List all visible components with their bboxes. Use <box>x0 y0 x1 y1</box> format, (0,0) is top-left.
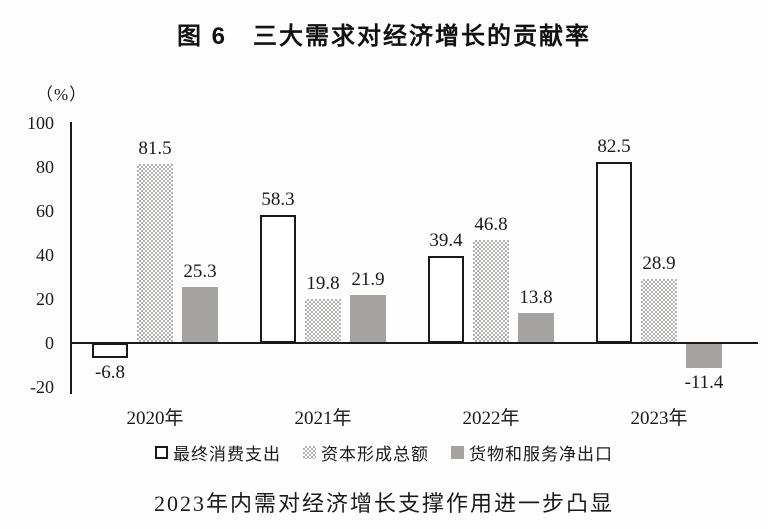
bar-value-label: 82.5 <box>597 135 631 157</box>
y-tick-label: -20 <box>30 377 54 397</box>
bar-value-label: -6.8 <box>94 361 126 383</box>
bar-value-label: 39.4 <box>429 230 463 252</box>
bar-solid-2021年 <box>350 294 386 343</box>
chart-title: 图 6 三大需求对经济增长的贡献率 <box>176 23 591 50</box>
legend-item: 货物和服务净出口 <box>451 440 613 465</box>
x-axis-label: 2023年 <box>630 408 688 429</box>
bar-value-label: 81.5 <box>138 137 172 159</box>
legend-label: 货物和服务净出口 <box>469 445 613 464</box>
bar-checker-2023年 <box>641 279 677 343</box>
bar-value-label: 58.3 <box>261 188 295 210</box>
chart-legend: 最终消费支出 资本形成总额 货物和服务净出口 <box>0 440 768 465</box>
bar-value-label: 28.9 <box>642 253 676 275</box>
y-tick-label: 20 <box>36 289 54 309</box>
bar-solid-2020年 <box>182 287 218 343</box>
legend-label: 最终消费支出 <box>173 445 281 464</box>
bar-value-label: 25.3 <box>183 261 217 283</box>
bar-outline-2022年 <box>428 256 464 343</box>
x-axis-label: 2020年 <box>126 408 184 429</box>
bar-checker-2021年 <box>305 299 341 343</box>
x-axis-label: 2021年 <box>294 408 352 429</box>
bar-solid-2023年 <box>686 343 722 369</box>
legend-swatch-outline-icon <box>155 446 168 459</box>
zero-baseline <box>70 342 758 344</box>
bar-outline-2020年 <box>92 343 128 358</box>
y-axis-line <box>70 122 72 394</box>
bar-value-label: -11.4 <box>684 372 724 394</box>
y-axis-unit-label: （%） <box>36 85 88 104</box>
bar-outline-2021年 <box>260 214 296 343</box>
y-tick-label: 100 <box>27 113 54 133</box>
bar-value-label: 19.8 <box>306 273 340 295</box>
bar-outline-2023年 <box>596 161 632 343</box>
y-tick-label: 60 <box>36 201 54 221</box>
legend-item: 最终消费支出 <box>155 440 281 465</box>
y-tick-label: 0 <box>45 333 54 353</box>
bar-value-label: 13.8 <box>519 286 553 308</box>
legend-swatch-solid-icon <box>451 446 464 459</box>
legend-item: 资本形成总额 <box>303 440 429 465</box>
legend-label: 资本形成总额 <box>321 445 429 464</box>
chart-caption: 2023年内需对经济增长支撑作用进一步凸显 <box>153 491 614 516</box>
bar-solid-2022年 <box>518 312 554 343</box>
bar-value-label: 21.9 <box>351 268 385 290</box>
legend-swatch-checker-icon <box>303 446 316 459</box>
bar-checker-2022年 <box>473 240 509 343</box>
y-tick-label: 80 <box>36 157 54 177</box>
y-tick-label: 40 <box>36 245 54 265</box>
bar-value-label: 46.8 <box>474 214 508 236</box>
x-axis-label: 2022年 <box>462 408 520 429</box>
bar-checker-2020年 <box>137 163 173 343</box>
